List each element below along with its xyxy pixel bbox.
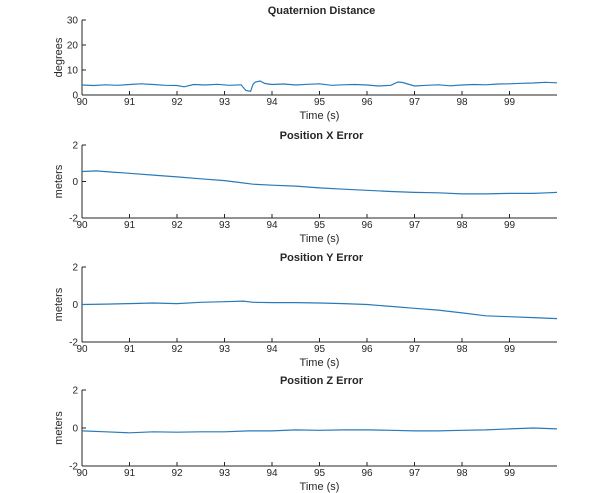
x-axis-label: Time (s)	[300, 481, 340, 493]
x-tick-label: 93	[219, 468, 231, 479]
y-tick-label: 2	[72, 263, 78, 274]
x-tick-label: 95	[314, 97, 326, 108]
series-line	[81, 80, 558, 92]
series-line	[81, 427, 558, 434]
x-tick-label: 99	[504, 468, 516, 479]
chart-title: Position Z Error	[280, 375, 364, 387]
x-tick-label: 94	[266, 468, 278, 479]
x-tick-label: 95	[314, 468, 326, 479]
y-tick-label: 2	[72, 141, 78, 152]
y-axis-label: meters	[53, 411, 65, 445]
y-tick-label: -2	[69, 462, 78, 473]
chart-title: Quaternion Distance	[268, 5, 376, 17]
x-tick-label: 97	[409, 220, 421, 231]
y-axis-label: degrees	[53, 37, 65, 77]
x-tick-label: 98	[456, 97, 468, 108]
x-tick-label: 96	[361, 97, 373, 108]
x-tick-label: 94	[266, 220, 278, 231]
x-axis-label: Time (s)	[300, 233, 340, 245]
x-tick-label: 93	[219, 97, 231, 108]
x-tick-label: 91	[124, 468, 136, 479]
x-tick-label: 91	[124, 344, 136, 355]
x-tick-label: 92	[171, 468, 183, 479]
x-tick-label: 91	[124, 97, 136, 108]
y-tick-label: 30	[67, 16, 79, 27]
subplot-4: Position Z Error 90 91 92 93 94 95 96 97 98 99 -2 0 2…	[53, 375, 558, 493]
series-line	[81, 300, 558, 320]
x-axis-label: Time (s)	[300, 357, 340, 369]
x-tick-label: 96	[361, 344, 373, 355]
x-tick-label: 90	[76, 220, 88, 231]
x-tick-label: 98	[456, 220, 468, 231]
x-tick-label: 93	[219, 344, 231, 355]
x-tick-label: 98	[456, 468, 468, 479]
y-tick-label: 2	[72, 386, 78, 397]
x-tick-label: 96	[361, 468, 373, 479]
y-tick-label: 0	[72, 424, 78, 435]
subplot-2: Position X Error 90 91 92 93 94 95 96 97 98 99 -2 0 2…	[53, 130, 558, 245]
x-tick-label: 95	[314, 220, 326, 231]
y-tick-label: 20	[67, 41, 79, 52]
x-tick-label: 92	[171, 344, 183, 355]
x-tick-label: 94	[266, 97, 278, 108]
x-tick-label: 90	[76, 468, 88, 479]
x-tick-label: 99	[504, 97, 516, 108]
x-tick-label: 97	[409, 344, 421, 355]
x-tick-label: 90	[76, 97, 88, 108]
x-tick-label: 99	[504, 344, 516, 355]
x-tick-label: 93	[219, 220, 231, 231]
y-tick-label: -2	[69, 338, 78, 349]
x-tick-label: 92	[171, 97, 183, 108]
x-tick-label: 90	[76, 344, 88, 355]
x-tick-label: 94	[266, 344, 278, 355]
y-tick-label: -2	[69, 214, 78, 225]
y-axis-label: meters	[53, 287, 65, 321]
chart-title: Position X Error	[280, 130, 364, 142]
subplot-1: Quaternion Distance 90 91 92 93 94 95 96 97 98 99 0…	[53, 5, 558, 122]
y-tick-label: 0	[72, 91, 78, 102]
x-axis-label: Time (s)	[300, 110, 340, 122]
x-tick-label: 96	[361, 220, 373, 231]
subplot-3: Position Y Error 90 91 92 93 94 95 96 97 98 99 -2 0 2…	[53, 252, 558, 369]
x-tick-label: 95	[314, 344, 326, 355]
y-axis-label: meters	[53, 164, 65, 198]
y-tick-label: 0	[72, 300, 78, 311]
x-tick-label: 98	[456, 344, 468, 355]
x-tick-label: 97	[409, 97, 421, 108]
y-tick-label: 0	[72, 177, 78, 188]
x-tick-label: 99	[504, 220, 516, 231]
x-tick-label: 92	[171, 220, 183, 231]
y-tick-label: 10	[67, 66, 79, 77]
chart-title: Position Y Error	[280, 252, 364, 264]
x-tick-label: 91	[124, 220, 136, 231]
x-tick-label: 97	[409, 468, 421, 479]
series-line	[81, 170, 558, 195]
